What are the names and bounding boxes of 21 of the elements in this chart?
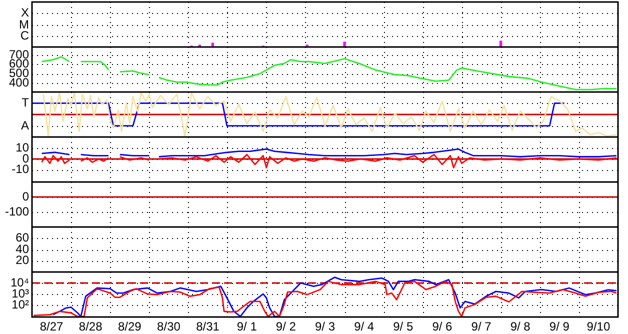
x-tick-label: 9/ 7 [471,319,492,334]
y-tick-label: 20 [16,253,30,268]
x-tick-label: 9/ 2 [276,319,296,334]
x-tick-label: 9/10 [586,319,610,334]
x-tick-label: 8/29 [118,319,142,334]
x-tick-label: 9/ 5 [393,319,414,334]
x-tick-label: 9/ 8 [510,319,531,334]
x-tick-label: 9/ 9 [549,319,570,334]
x-tick-label: 9/ 1 [236,319,258,334]
x-tick-label: 8/27 [40,319,64,334]
y-tick-label: 0 [22,189,30,204]
x-tick-label: 8/30 [157,319,181,334]
x-tick-label: 8/31 [196,319,220,334]
x-tick-label: 9/ 3 [314,319,336,334]
text: X [20,5,29,20]
text: A [20,118,29,132]
x-tick-label: 9/ 4 [354,319,374,334]
x-tick-label: 8/28 [78,319,103,334]
y-tick-label: -100 [4,204,30,218]
text: T [22,95,30,110]
x-tick-label: 9/ 6 [432,319,453,334]
